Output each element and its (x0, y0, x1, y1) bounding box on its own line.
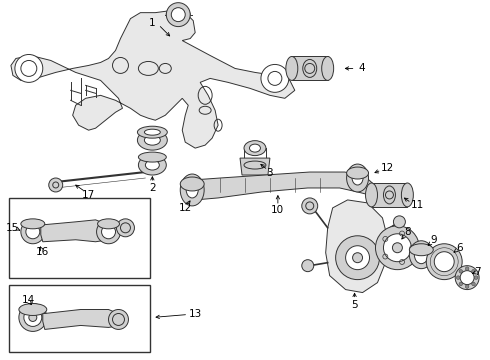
Polygon shape (326, 200, 388, 293)
Circle shape (392, 243, 402, 253)
Text: 8: 8 (404, 227, 411, 237)
Circle shape (108, 310, 128, 329)
Polygon shape (11, 11, 295, 148)
Circle shape (474, 276, 478, 279)
Circle shape (434, 252, 454, 272)
Circle shape (19, 303, 47, 332)
Ellipse shape (138, 155, 166, 175)
Bar (9, 198, 150, 278)
Text: 1: 1 (149, 18, 156, 28)
Text: 17: 17 (82, 190, 95, 200)
Circle shape (166, 3, 190, 27)
Circle shape (459, 270, 463, 273)
Ellipse shape (346, 167, 368, 179)
Ellipse shape (401, 183, 414, 207)
Circle shape (29, 314, 37, 321)
Ellipse shape (19, 303, 47, 315)
Bar (371, 183, 407, 207)
Ellipse shape (166, 8, 190, 22)
Ellipse shape (21, 219, 45, 229)
Ellipse shape (146, 160, 159, 170)
Ellipse shape (352, 171, 363, 185)
Circle shape (375, 226, 419, 270)
Text: 10: 10 (271, 205, 284, 215)
Ellipse shape (137, 126, 167, 138)
Circle shape (172, 9, 184, 21)
Circle shape (345, 246, 369, 270)
Text: 12: 12 (179, 203, 192, 213)
Ellipse shape (98, 219, 120, 229)
Ellipse shape (409, 241, 433, 269)
Text: 12: 12 (381, 163, 394, 173)
Ellipse shape (180, 177, 204, 191)
Circle shape (455, 266, 479, 289)
Text: 15: 15 (6, 223, 20, 233)
Circle shape (21, 220, 45, 244)
Text: 3: 3 (267, 168, 273, 178)
Circle shape (456, 276, 460, 279)
Ellipse shape (138, 152, 166, 162)
Polygon shape (240, 158, 270, 175)
Circle shape (97, 220, 121, 244)
Text: 7: 7 (474, 267, 480, 276)
Text: 6: 6 (456, 243, 463, 253)
Ellipse shape (244, 161, 266, 169)
Ellipse shape (409, 244, 433, 256)
Text: 11: 11 (411, 200, 424, 210)
Circle shape (101, 225, 116, 239)
Circle shape (460, 271, 474, 285)
Circle shape (353, 253, 363, 263)
Circle shape (49, 178, 63, 192)
Circle shape (261, 64, 289, 92)
Ellipse shape (145, 135, 160, 145)
Circle shape (15, 54, 43, 82)
Ellipse shape (249, 144, 261, 152)
Circle shape (459, 282, 463, 286)
Bar (292, 57, 328, 80)
Circle shape (384, 234, 412, 262)
Text: 9: 9 (430, 235, 437, 245)
Ellipse shape (286, 57, 298, 80)
Circle shape (172, 8, 185, 22)
Ellipse shape (415, 246, 428, 264)
Circle shape (302, 198, 318, 214)
Text: 4: 4 (358, 63, 365, 73)
Ellipse shape (145, 129, 160, 135)
Text: 16: 16 (36, 247, 49, 257)
Text: 2: 2 (149, 183, 156, 193)
Circle shape (24, 309, 42, 327)
Ellipse shape (186, 182, 198, 198)
Circle shape (302, 260, 314, 272)
Ellipse shape (137, 130, 167, 150)
Circle shape (393, 216, 405, 228)
Circle shape (472, 282, 475, 286)
Text: 14: 14 (22, 294, 35, 305)
Polygon shape (41, 220, 111, 242)
Circle shape (26, 225, 40, 239)
Circle shape (472, 270, 475, 273)
Text: 5: 5 (351, 300, 358, 310)
Circle shape (336, 236, 379, 280)
Bar (9, 285, 150, 352)
Circle shape (466, 267, 469, 270)
Circle shape (117, 219, 134, 237)
Circle shape (426, 244, 462, 280)
Polygon shape (182, 172, 374, 200)
Polygon shape (43, 310, 122, 329)
Ellipse shape (244, 141, 266, 156)
Ellipse shape (346, 164, 368, 192)
Ellipse shape (180, 174, 204, 206)
Ellipse shape (366, 183, 377, 207)
Circle shape (466, 285, 469, 288)
Text: 13: 13 (189, 310, 202, 319)
Ellipse shape (322, 57, 334, 80)
